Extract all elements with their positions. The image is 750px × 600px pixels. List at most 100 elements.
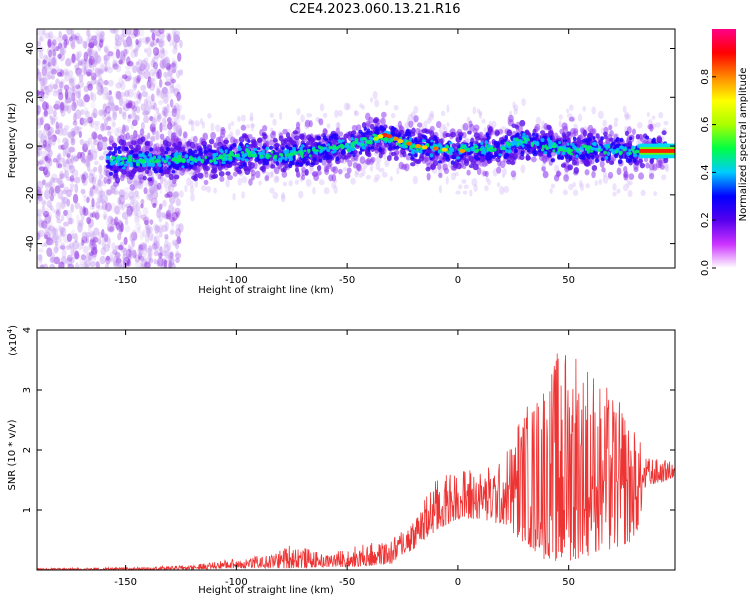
spectral-point <box>386 155 392 162</box>
noise-speckle <box>140 121 145 131</box>
noise-speckle <box>49 136 55 142</box>
noise-speckle <box>167 184 175 193</box>
spectral-point <box>129 163 133 168</box>
noise-speckle <box>43 85 48 91</box>
noise-speckle <box>97 238 102 245</box>
noise-speckle <box>105 48 111 56</box>
noise-speckle <box>44 214 52 224</box>
noise-speckle <box>81 173 86 181</box>
noise-speckle <box>115 82 122 89</box>
spectral-point <box>148 162 153 167</box>
noise-speckle <box>37 210 41 217</box>
noise-speckle <box>110 218 117 226</box>
spectral-point <box>200 158 205 162</box>
spectral-point <box>105 159 111 164</box>
noise-speckle <box>100 247 107 256</box>
spectral-point <box>413 153 418 158</box>
spectral-point <box>173 135 179 142</box>
noise-speckle <box>40 83 46 93</box>
noise-speckle <box>107 215 114 224</box>
noise-speckle <box>148 251 153 260</box>
noise-speckle <box>61 157 65 163</box>
spectral-point <box>506 153 510 157</box>
noise-speckle <box>181 136 187 145</box>
noise-speckle <box>161 212 166 218</box>
spectral-peak <box>406 141 413 146</box>
noise-speckle <box>190 180 194 189</box>
noise-speckle <box>512 101 516 109</box>
spectral-point <box>443 167 450 175</box>
spectral-point <box>628 148 632 153</box>
noise-speckle <box>661 174 667 181</box>
noise-speckle <box>169 85 175 94</box>
noise-speckle <box>133 214 141 225</box>
noise-speckle <box>59 227 65 233</box>
noise-speckle <box>80 101 86 108</box>
noise-speckle <box>110 123 115 134</box>
noise-speckle <box>622 105 627 113</box>
noise-speckle <box>60 245 66 250</box>
noise-speckle <box>96 90 103 96</box>
spectral-point <box>634 150 638 154</box>
noise-speckle <box>175 223 181 230</box>
noise-speckle <box>153 240 160 250</box>
noise-speckle <box>501 167 507 176</box>
noise-speckle <box>40 263 45 268</box>
spectral-point <box>496 166 502 174</box>
noise-speckle <box>171 113 178 124</box>
noise-speckle <box>103 194 108 203</box>
noise-speckle <box>108 225 114 233</box>
spectral-point <box>422 134 427 139</box>
noise-speckle <box>39 253 43 264</box>
spectral-point <box>321 159 327 166</box>
spectral-point <box>507 114 514 123</box>
noise-speckle <box>126 258 132 267</box>
noise-speckle <box>93 160 99 166</box>
noise-speckle <box>169 257 175 267</box>
noise-speckle <box>127 244 132 253</box>
noise-speckle <box>149 68 156 77</box>
noise-speckle <box>121 29 128 38</box>
noise-speckle <box>161 257 167 267</box>
spectral-point <box>534 123 541 132</box>
noise-speckle <box>113 205 120 215</box>
noise-speckle <box>42 59 47 65</box>
noise-speckle <box>174 43 178 51</box>
spectral-point <box>280 153 284 157</box>
spectral-point <box>590 154 595 160</box>
noise-speckle <box>49 131 54 141</box>
noise-speckle <box>155 234 160 245</box>
spectral-point <box>363 126 367 131</box>
noise-speckle <box>146 100 152 107</box>
spectral-point <box>273 166 280 175</box>
noise-speckle <box>138 252 142 260</box>
noise-speckle <box>70 42 76 50</box>
spectral-point <box>552 149 556 153</box>
noise-speckle <box>70 155 74 165</box>
noise-speckle <box>49 230 55 240</box>
spectral-point <box>344 172 351 179</box>
noise-speckle <box>158 31 165 40</box>
noise-speckle <box>48 31 54 39</box>
spectral-peak <box>397 139 404 144</box>
noise-speckle <box>132 65 138 74</box>
noise-speckle <box>96 31 102 37</box>
spectral-point <box>335 146 339 151</box>
noise-speckle <box>74 64 80 71</box>
noise-speckle <box>76 126 83 131</box>
noise-speckle <box>142 207 149 216</box>
noise-speckle <box>144 98 148 107</box>
noise-speckle <box>241 191 245 199</box>
noise-speckle <box>153 250 159 257</box>
spectral-point <box>557 148 561 152</box>
noise-speckle <box>572 181 576 188</box>
spectral-point <box>559 155 565 160</box>
noise-speckle <box>384 100 389 106</box>
noise-speckle <box>97 78 104 88</box>
noise-speckle <box>66 131 73 138</box>
noise-speckle <box>71 85 75 92</box>
spectral-point <box>244 168 251 175</box>
spectral-point <box>225 171 231 176</box>
noise-speckle <box>64 59 72 67</box>
noise-speckle <box>170 78 176 84</box>
